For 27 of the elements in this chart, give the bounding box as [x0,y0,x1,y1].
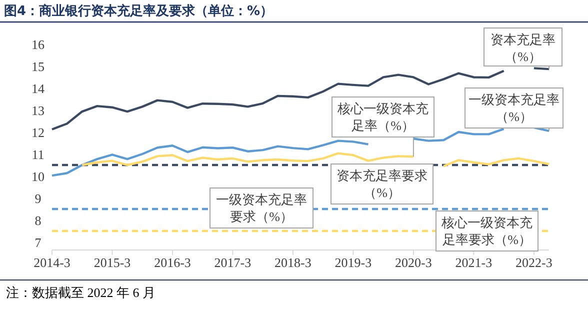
y-tick-label: 8 [34,213,42,228]
y-tick-label: 16 [32,37,45,52]
y-tick-label: 9 [34,191,42,206]
text: 注：数据截至 2022 年 6 月 [6,285,156,300]
x-tick-label: 2018-3 [274,255,312,270]
x-tick-label: 2019-3 [334,255,372,270]
x-tick-label: 2016-3 [154,255,191,270]
y-tick-label: 14 [32,81,45,96]
title: 图4：商业银行资本充足率及要求（单位：%） [4,4,274,19]
y-tick-label: 12 [32,125,44,140]
x-tick-label: 2022-3 [516,255,552,270]
x-tick-label: 2014-3 [34,255,70,270]
x-tick-label: 2015-3 [94,255,131,270]
y-tick-label: 10 [32,169,44,184]
x-tick-label: 2021-3 [455,255,492,270]
annotation: 核心一级资本充足率（%） [336,101,428,133]
y-tick-label: 7 [34,235,42,250]
annotation: 一级资本充足率（%） [468,92,560,124]
x-tick-label: 2017-3 [214,255,252,270]
annotation: 资本充足率（%） [490,32,556,64]
y-tick-label: 13 [32,103,44,118]
y-tick-label: 11 [32,147,44,162]
x-tick-label: 2020-3 [395,255,432,270]
annotation: 核心一级资本充足率要求（%） [440,215,532,247]
y-tick-label: 15 [32,59,44,74]
annotation: 资本充足率要求（%） [336,168,428,200]
annotation: 一级资本充足率要求（%） [216,192,307,224]
